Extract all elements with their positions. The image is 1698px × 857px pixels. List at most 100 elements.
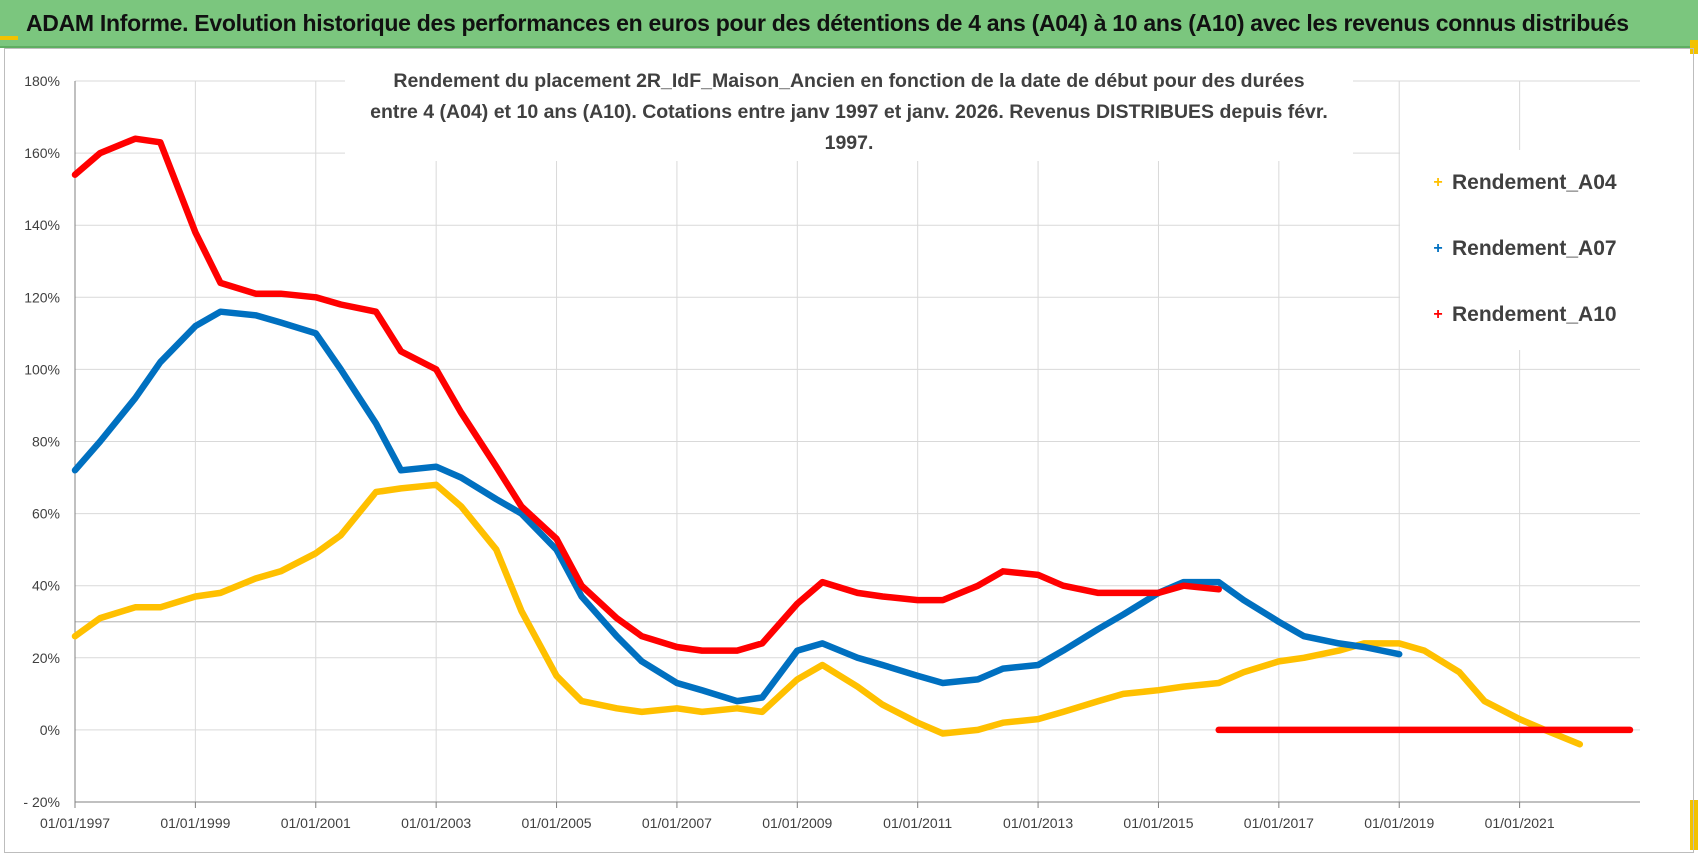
legend-item-a04: + Rendement_A04 bbox=[1430, 168, 1617, 198]
data-point bbox=[158, 605, 163, 610]
data-point bbox=[915, 597, 920, 603]
series-line-rendement_a07 bbox=[71, 308, 1403, 705]
chart-legend: + Rendement_A04 + Rendement_A07 + Rendem… bbox=[1400, 150, 1640, 350]
chart-title-line-2: entre 4 (A04) et 10 ans (A10). Cotations… bbox=[370, 101, 1328, 154]
data-point bbox=[1301, 634, 1307, 639]
data-point bbox=[133, 396, 138, 401]
data-point bbox=[674, 706, 680, 711]
data-point bbox=[1061, 648, 1066, 653]
data-point bbox=[795, 601, 800, 606]
data-point bbox=[218, 280, 223, 286]
data-point bbox=[674, 644, 680, 650]
data-point bbox=[494, 464, 499, 469]
data-point bbox=[554, 536, 559, 541]
x-axis-ticks: 01/01/1997 01/01/1999 01/01/2001 01/01/2003… bbox=[40, 802, 1555, 831]
data-point bbox=[614, 706, 619, 711]
data-point bbox=[193, 230, 198, 235]
data-point bbox=[855, 590, 860, 596]
data-point bbox=[795, 648, 800, 653]
data-point bbox=[880, 594, 885, 599]
data-point bbox=[519, 608, 524, 614]
data-point bbox=[579, 583, 584, 588]
data-point bbox=[1035, 662, 1041, 668]
data-point bbox=[734, 706, 740, 711]
data-point bbox=[253, 313, 258, 318]
data-point bbox=[614, 615, 619, 621]
data-point bbox=[313, 295, 318, 300]
data-point bbox=[1156, 688, 1161, 693]
data-point bbox=[554, 673, 559, 678]
data-point bbox=[760, 641, 765, 646]
legend-item-a10: + Rendement_A10 bbox=[1430, 300, 1616, 330]
y-tick-label: 120% bbox=[24, 289, 60, 305]
corner-mark-top-right bbox=[1690, 40, 1698, 54]
series-line-rendement_a10 bbox=[71, 135, 1222, 654]
data-point bbox=[97, 439, 103, 444]
data-point bbox=[820, 579, 825, 585]
data-point bbox=[1096, 626, 1101, 632]
data-point bbox=[278, 291, 283, 296]
data-point bbox=[1397, 652, 1402, 657]
x-tick-label: 01/01/2019 bbox=[1364, 815, 1434, 831]
report-header: ADAM Informe. Evolution historique des p… bbox=[0, 0, 1698, 48]
data-point bbox=[1035, 572, 1041, 578]
data-point bbox=[1061, 709, 1066, 715]
x-tick-label: 01/01/2011 bbox=[883, 815, 952, 831]
data-point bbox=[459, 410, 464, 415]
series-group bbox=[71, 135, 1634, 748]
data-point bbox=[795, 677, 800, 682]
data-point bbox=[97, 615, 103, 621]
data-point bbox=[1096, 590, 1101, 596]
data-point bbox=[554, 547, 559, 552]
data-point bbox=[1457, 670, 1462, 675]
data-point bbox=[459, 504, 464, 509]
data-point bbox=[699, 688, 705, 693]
data-point bbox=[639, 659, 644, 664]
data-point bbox=[158, 140, 163, 145]
data-point bbox=[373, 421, 379, 426]
data-point bbox=[1517, 716, 1522, 722]
data-point bbox=[193, 594, 198, 599]
x-tick-label: 01/01/2013 bbox=[1003, 815, 1073, 831]
data-point bbox=[1216, 680, 1221, 686]
data-point bbox=[1276, 619, 1282, 624]
legend-label-a07: Rendement_A07 bbox=[1452, 237, 1617, 260]
data-point bbox=[1181, 684, 1186, 689]
data-point bbox=[1241, 597, 1246, 603]
data-point bbox=[338, 302, 343, 307]
x-tick-label: 01/01/2017 bbox=[1244, 815, 1314, 831]
y-tick-label: 160% bbox=[24, 145, 60, 161]
legend-marker-a10: + bbox=[1433, 306, 1443, 323]
data-point bbox=[398, 486, 404, 491]
data-point bbox=[1241, 670, 1246, 675]
y-tick-label: 100% bbox=[24, 361, 60, 377]
x-tick-label: 01/01/2009 bbox=[762, 815, 832, 831]
legend-label-a04: Rendement_A04 bbox=[1452, 171, 1617, 194]
data-point bbox=[278, 320, 283, 325]
data-point bbox=[1216, 579, 1221, 585]
y-tick-label: 140% bbox=[24, 217, 60, 233]
data-point bbox=[1121, 691, 1126, 697]
data-point bbox=[639, 634, 644, 639]
data-point bbox=[1061, 583, 1066, 588]
data-point bbox=[1422, 648, 1427, 653]
y-axis-ticks: - 20% 0% 20% 40% 60% 80% 100% 120% 140% 160% 180% bbox=[23, 73, 60, 810]
data-point bbox=[975, 677, 981, 682]
data-point bbox=[133, 605, 138, 610]
y-tick-label: 80% bbox=[32, 434, 60, 450]
data-point bbox=[1276, 659, 1282, 664]
data-point bbox=[253, 291, 258, 296]
data-point bbox=[760, 709, 765, 715]
data-point bbox=[373, 489, 379, 495]
data-point bbox=[193, 323, 198, 329]
x-tick-label: 01/01/2021 bbox=[1485, 815, 1555, 831]
corner-mark-top-left bbox=[0, 36, 18, 40]
data-point bbox=[1336, 648, 1342, 653]
chart-title: Rendement du placement 2R_IdF_Maison_Anc… bbox=[345, 64, 1353, 161]
x-tick-label: 01/01/2015 bbox=[1123, 815, 1193, 831]
data-point bbox=[1121, 612, 1126, 617]
data-point bbox=[338, 533, 343, 538]
data-point bbox=[373, 309, 379, 314]
data-point bbox=[1577, 742, 1583, 747]
